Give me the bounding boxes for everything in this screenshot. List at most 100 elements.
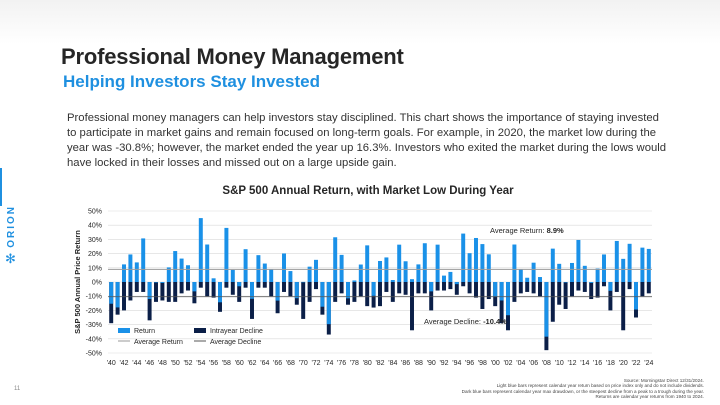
return-bar <box>307 266 312 282</box>
return-bar <box>358 264 363 282</box>
decline-bar <box>288 282 293 297</box>
decline-bar <box>461 282 466 287</box>
footnotes: Source: Morningstar Direct 12/31/2024. L… <box>462 378 704 400</box>
page-subtitle: Helping Investors Stay Invested <box>63 72 320 91</box>
decline-bar <box>480 282 485 309</box>
decline-bar <box>211 282 216 298</box>
decline-bar <box>397 282 402 294</box>
x-tick-label: '52 <box>183 360 192 367</box>
return-bar <box>282 253 286 282</box>
decline-bar <box>262 282 267 288</box>
chart-bars <box>109 218 651 351</box>
return-bar <box>416 264 421 282</box>
return-bar <box>352 280 357 282</box>
average-return-annotation: Average Return: 8.9% <box>490 226 564 235</box>
return-bar <box>160 282 165 283</box>
return-bar <box>634 282 638 310</box>
footnote: Dark blue bars represent calendar year m… <box>461 388 704 394</box>
return-bar <box>570 262 574 282</box>
decline-bar <box>173 282 178 302</box>
decline-bar <box>160 282 165 301</box>
decline-bar <box>646 282 651 294</box>
y-tick-label: -20% <box>86 308 102 315</box>
brand-logo-text: ORION <box>6 205 17 248</box>
decline-bar <box>557 282 562 305</box>
y-tick-label: -40% <box>86 336 102 343</box>
decline-bar <box>256 282 261 288</box>
decline-bar <box>595 282 600 298</box>
return-bar <box>128 254 133 282</box>
decline-bar <box>147 282 152 321</box>
x-tick-label: '24 <box>644 360 653 367</box>
decline-bar <box>390 282 395 302</box>
sp500-chart: S&P 500 Annual Return, with Market Low D… <box>73 185 653 367</box>
return-bar <box>320 282 325 307</box>
x-tick-label: '68 <box>286 360 295 367</box>
x-tick-label: '70 <box>299 360 308 367</box>
return-bar <box>646 248 651 282</box>
return-bar <box>333 237 338 282</box>
decline-bar <box>365 282 370 307</box>
y-tick-label: 20% <box>88 251 102 258</box>
decline-bar <box>339 282 344 294</box>
return-bar <box>442 275 446 282</box>
return-bar <box>493 282 498 297</box>
return-bar <box>250 282 254 299</box>
return-bar <box>448 271 453 282</box>
x-tick-label: '02 <box>503 360 512 367</box>
decline-bar <box>518 282 523 294</box>
return-bar <box>467 253 472 282</box>
return-bar <box>122 264 126 282</box>
x-tick-label: '58 <box>222 360 231 367</box>
page-number: 11 <box>14 386 21 392</box>
decline-bar <box>640 282 645 297</box>
chart-title: S&P 500 Annual Return, with Market Low D… <box>222 185 514 197</box>
y-tick-label: 30% <box>88 237 102 244</box>
x-tick-label: '72 <box>311 360 320 367</box>
return-bar <box>205 244 210 282</box>
brand-star-icon: ✻ <box>5 251 16 266</box>
y-axis-label: S&P 500 Annual Price Return <box>73 230 82 334</box>
footnote: Light blue bars represent calendar year … <box>496 383 704 389</box>
return-bar <box>621 258 626 282</box>
y-tick-label: -30% <box>86 322 102 329</box>
decline-bar <box>499 282 504 324</box>
return-bar <box>602 254 606 282</box>
return-bar <box>179 258 184 282</box>
decline-bar <box>378 282 382 307</box>
legend-label-return: Return <box>134 328 155 335</box>
decline-bar <box>538 282 542 297</box>
decline-bar <box>448 282 453 290</box>
return-bar <box>486 254 491 282</box>
return-bar <box>531 262 536 282</box>
x-tick-label: '40 <box>107 360 116 367</box>
return-bar <box>390 280 395 282</box>
y-tick-label: 10% <box>88 265 102 272</box>
return-bar <box>512 244 517 282</box>
x-tick-label: '82 <box>375 360 384 367</box>
x-tick-label: '80 <box>363 360 372 367</box>
return-bar <box>557 263 562 282</box>
footnote: Returns are calendar year returns from 1… <box>595 394 704 400</box>
return-bar <box>224 227 229 282</box>
decline-bar <box>416 282 421 294</box>
decline-bar <box>314 282 318 290</box>
decline-bar <box>250 282 254 319</box>
x-tick-label: '22 <box>631 360 640 367</box>
return-bar <box>269 269 274 282</box>
decline-bar <box>224 282 229 288</box>
return-bar <box>134 262 139 282</box>
return-bar <box>141 238 146 282</box>
legend-swatch-intrayear-decline <box>194 328 206 333</box>
return-bar <box>166 267 171 282</box>
decline-bar <box>358 282 363 297</box>
return-bar <box>506 282 510 316</box>
return-bar <box>230 269 235 282</box>
return-bar <box>461 233 466 282</box>
return-bar <box>346 282 350 299</box>
x-tick-label: '06 <box>529 360 538 367</box>
return-bar <box>544 282 549 337</box>
decline-bar <box>269 282 274 297</box>
return-bar <box>582 265 587 282</box>
return-bar <box>314 259 318 282</box>
